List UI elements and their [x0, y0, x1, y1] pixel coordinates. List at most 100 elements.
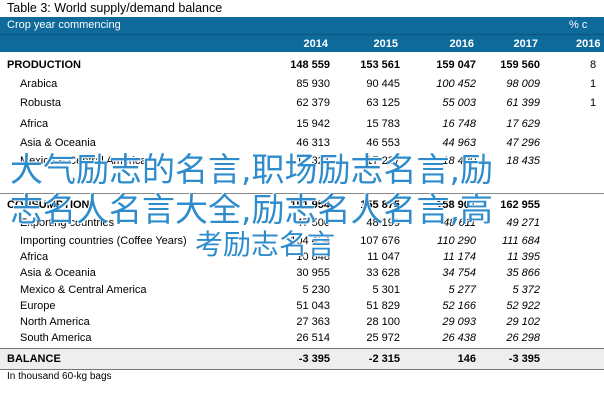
cell: 52 922	[506, 300, 540, 312]
divider	[0, 193, 604, 194]
cell: 15 783	[366, 118, 400, 130]
table-row: Exporting countries 47 500 48 199 48 611…	[0, 214, 604, 233]
cell: 17 321	[296, 155, 330, 167]
table-row: South America 26 514 25 972 26 438 26 29…	[0, 329, 604, 348]
cell: -3 395	[298, 353, 330, 365]
cell: 5 301	[372, 284, 400, 296]
row-label: Africa	[20, 251, 49, 263]
cell: 148 559	[290, 59, 330, 71]
cell: 26 438	[442, 332, 476, 344]
balance-row: BALANCE -3 395 -2 315 146 -3 395	[0, 348, 604, 370]
year-header-row: 2014 2015 2016 2017 2016	[0, 34, 604, 52]
table-title: Table 3: World supply/demand balance	[0, 0, 604, 17]
cell: 155 875	[360, 199, 400, 211]
table-row: Africa 15 942 15 783 16 748 17 629	[0, 115, 604, 134]
production-row: PRODUCTION 148 559 153 561 159 047 159 5…	[0, 56, 604, 75]
cell: 33 628	[366, 267, 400, 279]
cell: 11 174	[443, 251, 476, 263]
row-label: North America	[20, 316, 90, 328]
cell: 146	[457, 353, 476, 365]
cell: 26 298	[506, 332, 540, 344]
cell: 15 942	[296, 118, 330, 130]
cell: 26 514	[296, 332, 330, 344]
percent-change-label: % c	[569, 19, 588, 31]
table-row: Arabica 85 930 90 445 100 452 98 009 1	[0, 75, 604, 94]
cell: 48 611	[443, 217, 476, 229]
cell: 111 684	[501, 235, 540, 247]
cell: 51 829	[366, 300, 400, 312]
cell: 18 420	[442, 155, 476, 167]
table-row: Robusta 62 379 63 125 55 003 61 399 1	[0, 94, 604, 113]
cell: 100 452	[436, 78, 476, 90]
row-label: Europe	[20, 300, 56, 312]
table-row: North America 27 363 28 100 29 093 29 10…	[0, 313, 604, 332]
cell: 1	[590, 78, 597, 90]
cell: 10 848	[296, 251, 330, 263]
crop-year-header: Crop year commencing % c	[0, 17, 604, 34]
row-label: Africa	[20, 118, 49, 130]
cell: 17 237	[366, 155, 400, 167]
cell: 90 445	[366, 78, 400, 90]
cell: 153 561	[360, 59, 400, 71]
cell: 28 100	[366, 316, 400, 328]
cell: 5 230	[302, 284, 330, 296]
cell: 27 363	[296, 316, 330, 328]
cell: 62 379	[296, 97, 330, 109]
cell: 162 955	[500, 199, 540, 211]
table-row: Asia & Oceania 46 313 46 553 44 963 47 2…	[0, 134, 604, 153]
cell: 5 277	[448, 284, 476, 296]
table-row: Europe 51 043 51 829 52 166 52 922	[0, 297, 604, 316]
table-row: Africa 10 848 11 047 11 174 11 395	[0, 248, 604, 267]
cell: 29 102	[506, 316, 540, 328]
cell: 5 372	[512, 284, 540, 296]
table-row: Asia & Oceania 30 955 33 628 34 754 35 8…	[0, 264, 604, 283]
year-2014: 2014	[303, 38, 328, 50]
year-change: 2016	[576, 38, 601, 50]
cell: 1	[590, 97, 597, 109]
year-2015: 2015	[373, 38, 398, 50]
cell: 107 676	[360, 235, 400, 247]
row-label: Robusta	[20, 97, 61, 109]
cell: 11 047	[367, 251, 400, 263]
cell: 85 930	[296, 78, 330, 90]
cell: 30 955	[296, 267, 330, 279]
cell: 48 199	[366, 217, 400, 229]
cell: 55 003	[442, 97, 476, 109]
table-row: Mexico & Central America 5 230 5 301 5 2…	[0, 281, 604, 300]
cell: 51 043	[296, 300, 330, 312]
cell: 49 271	[506, 217, 540, 229]
row-label: Arabica	[20, 78, 58, 90]
row-label: Mexico & Central America	[20, 155, 147, 167]
row-label: Importing countries (Coffee Years)	[20, 235, 187, 247]
cell: 98 009	[506, 78, 540, 90]
cell: -3 395	[508, 353, 540, 365]
footnote: In thousand 60-kg bags	[7, 371, 112, 382]
row-label: Mexico & Central America	[20, 284, 147, 296]
production-label: PRODUCTION	[7, 59, 81, 71]
balance-label: BALANCE	[7, 353, 61, 365]
cell: 159 047	[436, 59, 476, 71]
table-row: Mexico & Central America 17 321 17 237 1…	[0, 152, 604, 171]
cell: 158 901	[436, 199, 476, 211]
cell: 46 553	[366, 137, 400, 149]
cell: 8	[590, 59, 597, 71]
cell: 34 754	[442, 267, 476, 279]
cell: 11 395	[507, 251, 540, 263]
year-2016: 2016	[449, 38, 474, 50]
row-label: Exporting countries	[20, 217, 115, 229]
cell: 46 313	[296, 137, 330, 149]
row-label: Asia & Oceania	[20, 137, 96, 149]
row-label: South America	[20, 332, 92, 344]
cell: 110 290	[437, 235, 476, 247]
cell: 52 166	[442, 300, 476, 312]
consumption-label: CONSUMPTION	[7, 199, 90, 211]
cell: -2 315	[368, 353, 400, 365]
crop-year-label: Crop year commencing	[7, 19, 121, 31]
year-2017: 2017	[513, 38, 538, 50]
cell: 44 963	[442, 137, 476, 149]
table-row: Importing countries (Coffee Years) 104 4…	[0, 232, 604, 251]
cell: 18 435	[506, 155, 540, 167]
consumption-row: CONSUMPTION 151 954 155 875 158 901 162 …	[0, 196, 604, 215]
cell: 63 125	[366, 97, 400, 109]
cell: 16 748	[442, 118, 476, 130]
